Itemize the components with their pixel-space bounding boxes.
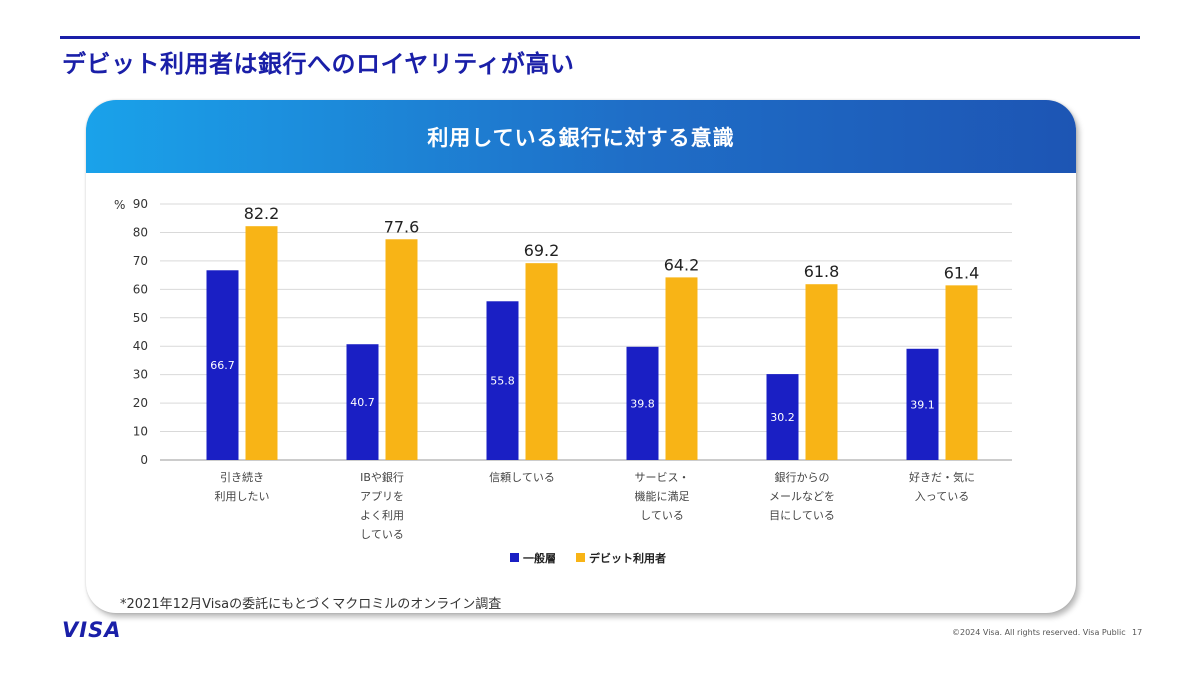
bar-debit [805,284,838,460]
bar-debit [385,239,418,460]
data-label-general: 55.8 [490,375,515,388]
legend-swatch-general [510,553,519,562]
data-label-debit: 82.2 [244,204,280,223]
chart-header: 利用している銀行に対する意識 [86,100,1076,173]
slide-title: デビット利用者は銀行へのロイヤリティが高い [62,50,575,78]
chart-card: 利用している銀行に対する意識 0 10 20 30 40 50 60 70 80 90% 66.7 8… [86,100,1076,613]
survey-footnote: *2021年12月Visaの委託にもとづくマクロミルのオンライン調査 [120,597,502,612]
category-label: よく利用 [360,509,404,522]
y-tick-label: 70 [133,254,148,268]
y-tick-label: 40 [133,339,148,353]
category-label: サービス・ [635,471,690,484]
y-tick-label: 20 [133,396,148,410]
y-axis-label: % [114,198,125,212]
bar-general [206,270,239,460]
bar-general [906,348,939,460]
category-label: アプリを [360,490,404,503]
legend-label-general: 一般層 [523,551,556,565]
category-label: 引き続き [220,470,264,484]
bar-debit [945,285,978,460]
title-rule [60,36,1140,39]
category-label: している [640,509,684,522]
y-tick-label: 80 [133,225,148,239]
data-label-debit: 61.4 [944,263,980,282]
bar-general [766,374,799,460]
legend-label-debit: デビット利用者 [589,551,666,565]
chart-title: 利用している銀行に対する意識 [427,125,735,150]
data-label-general: 30.2 [770,411,795,424]
page-number: 17 [1132,628,1143,637]
category-label: 信頼している [489,471,555,484]
category-label: 目にしている [769,509,835,522]
data-label-debit: 61.8 [804,262,840,281]
data-label-general: 66.7 [210,359,235,372]
y-tick-label: 30 [133,368,148,382]
category-label: IBや銀行 [360,470,404,484]
legend-swatch-debit [576,553,585,562]
category-label: 入っている [915,490,969,503]
bar-debit [665,277,698,460]
data-label-debit: 77.6 [384,217,420,236]
copyright-text: ©2024 Visa. All rights reserved. Visa Pu… [952,628,1126,637]
category-label: 好きだ・気に [909,470,975,484]
y-tick-label: 0 [140,453,148,467]
y-tick-label: 90 [133,197,148,211]
category-label: している [360,528,404,541]
data-label-debit: 69.2 [524,241,560,260]
category-label: 利用したい [215,490,270,503]
category-label: 銀行からの [775,470,830,484]
category-label: 機能に満足 [635,489,690,503]
data-label-general: 39.8 [630,397,655,410]
y-tick-label: 50 [133,311,148,325]
bar-general [486,301,519,460]
bar-debit [525,263,558,460]
visa-logo: VISA [62,618,122,642]
data-label-general: 39.1 [910,398,935,411]
y-tick-label: 10 [133,425,148,439]
bar-general [346,344,379,460]
category-label: メールなどを [769,490,835,503]
data-label-debit: 64.2 [664,255,700,274]
y-tick-label: 60 [133,282,148,296]
bar-general [626,346,659,460]
bar-debit [245,226,278,460]
data-label-general: 40.7 [350,396,375,409]
